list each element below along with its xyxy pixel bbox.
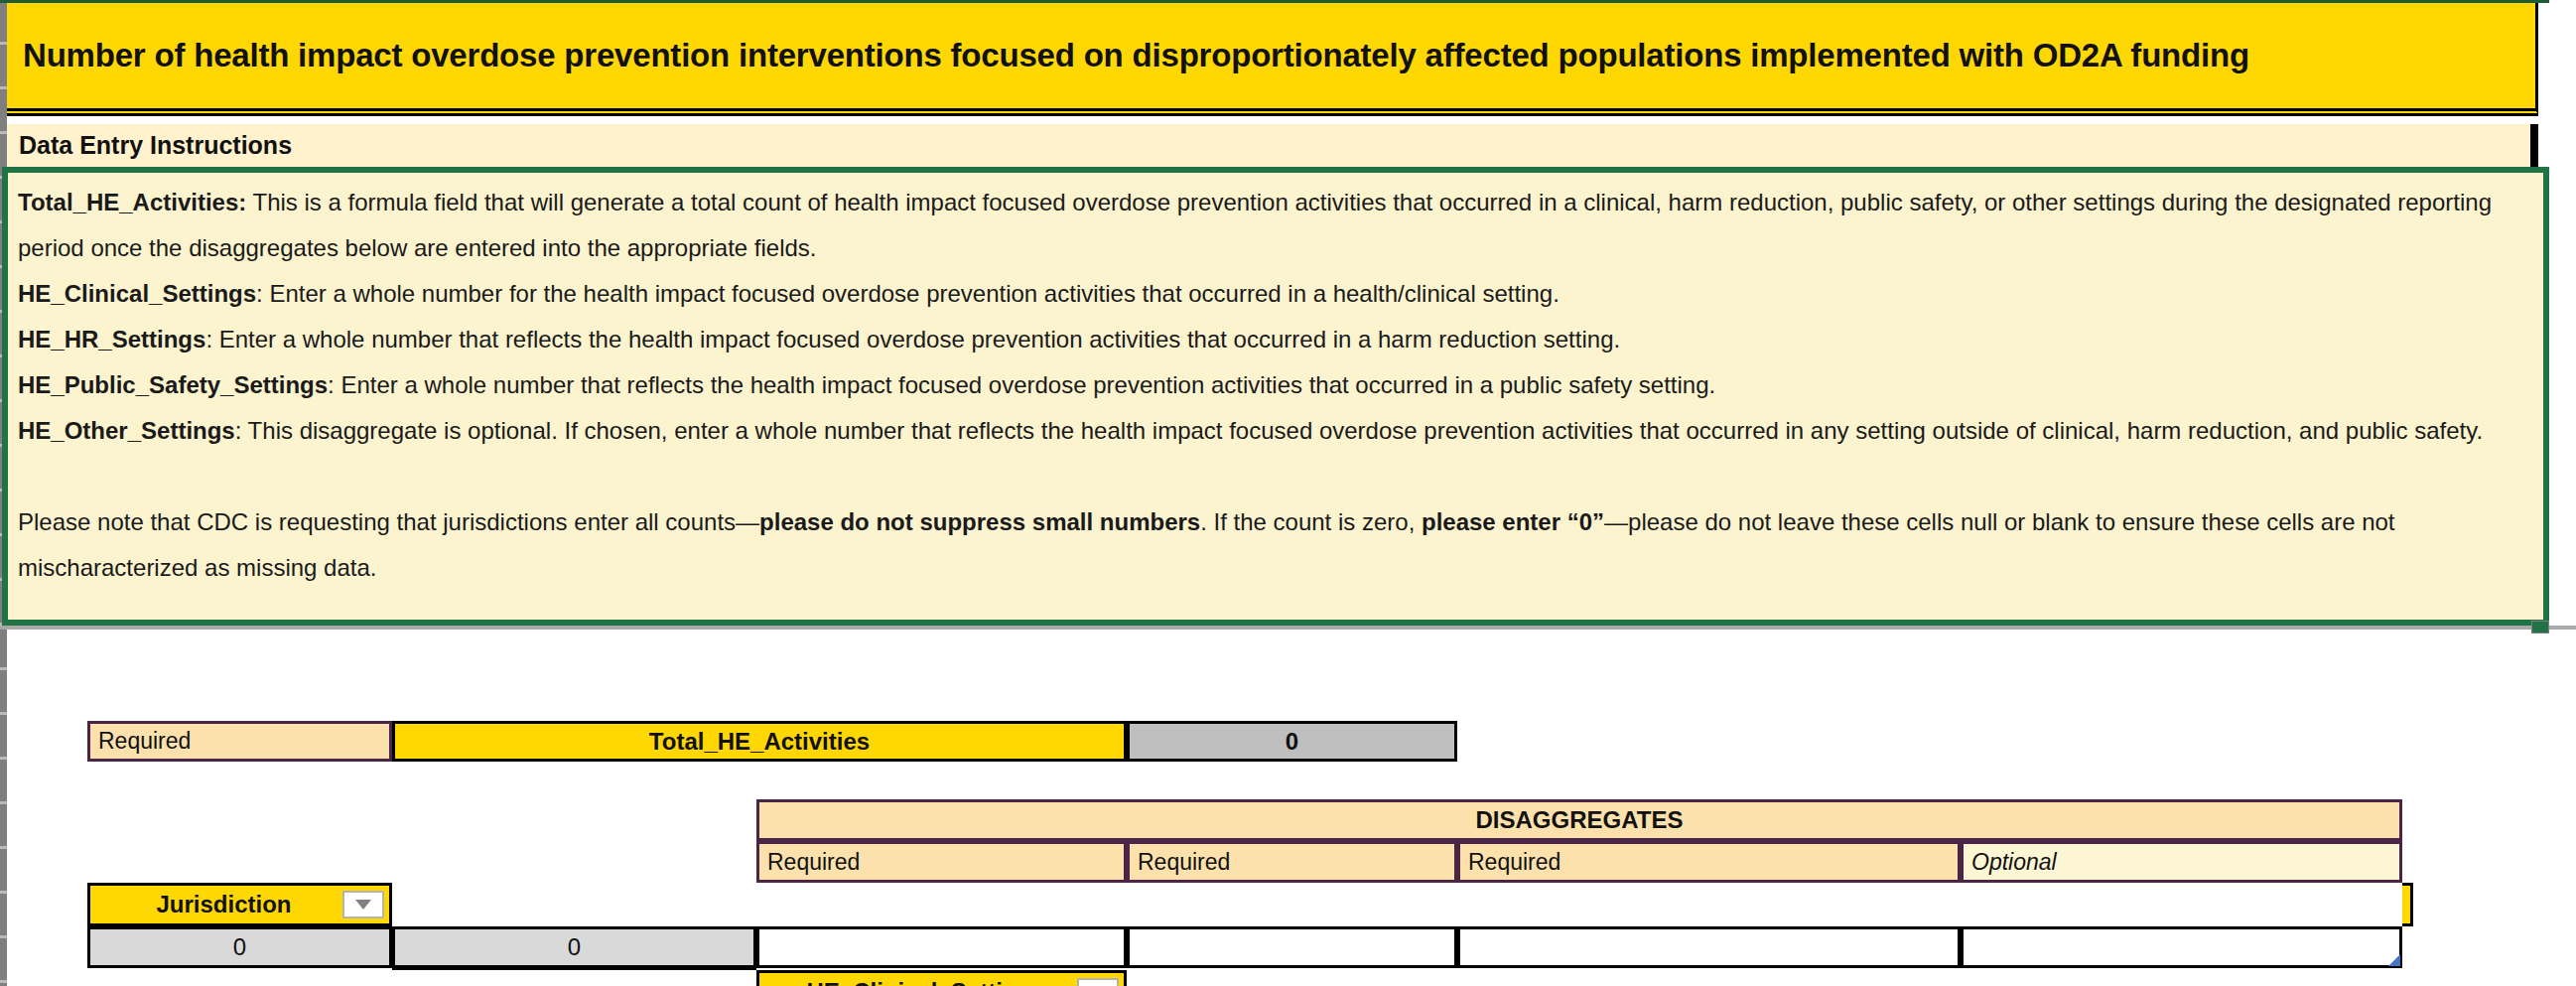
selection-handle	[2531, 621, 2549, 634]
filter-dropdown-button[interactable]	[1077, 978, 1119, 986]
instructions-box: Total_HE_Activities: This is a formula f…	[2, 167, 2549, 626]
instruction-he-public-safety-settings: HE_Public_Safety_Settings: Enter a whole…	[18, 362, 2529, 408]
requirement-cell-public-safety: Required	[1457, 841, 1961, 883]
data-cell-he-hr-settings[interactable]	[1127, 926, 1457, 968]
data-cell-reporting-period[interactable]: 0	[392, 926, 756, 968]
instructions-header-row: Data Entry Instructions	[7, 124, 2538, 167]
fill-handle[interactable]	[2388, 954, 2400, 966]
summary-value-cell[interactable]: 0	[1127, 721, 1457, 762]
disaggregates-band: DISAGGREGATES	[756, 799, 2402, 841]
data-cell-he-public-safety-settings[interactable]	[1457, 926, 1961, 968]
row-divider	[0, 626, 2576, 630]
title-banner: Number of health impact overdose prevent…	[7, 3, 2538, 116]
page-title: Number of health impact overdose prevent…	[23, 29, 2249, 82]
next-column-sliver	[2402, 883, 2413, 926]
instruction-he-other-settings: HE_Other_Settings: This disaggregate is …	[18, 408, 2529, 454]
blank-line	[18, 454, 2529, 499]
column-header-he-clinical-settings[interactable]: HE_Clinical_Settings	[756, 970, 1127, 986]
spreadsheet-view: Number of health impact overdose prevent…	[0, 0, 2576, 986]
summary-requirement-cell: Required	[87, 721, 392, 762]
summary-field-cell: Total_HE_Activities	[392, 721, 1127, 762]
instruction-note: Please note that CDC is requesting that …	[18, 499, 2529, 591]
dropdown-arrow-icon	[355, 900, 371, 910]
instruction-he-hr-settings: HE_HR_Settings: Enter a whole number tha…	[18, 317, 2529, 362]
data-cell-jurisdiction[interactable]: 0	[87, 926, 392, 968]
data-cell-he-other-settings[interactable]	[1961, 926, 2402, 968]
column-header-jurisdiction[interactable]: Jurisdiction	[87, 883, 392, 926]
instruction-he-clinical-settings: HE_Clinical_Settings: Enter a whole numb…	[18, 271, 2529, 317]
instruction-total-he-activities: Total_HE_Activities: This is a formula f…	[18, 180, 2529, 271]
data-cell-he-clinical-settings[interactable]	[756, 926, 1127, 968]
requirement-cell-clinical: Required	[756, 841, 1127, 883]
requirement-cell-hr: Required	[1127, 841, 1457, 883]
filter-dropdown-button[interactable]	[342, 891, 384, 918]
requirement-cell-other: Optional	[1961, 841, 2402, 883]
instructions-header-label: Data Entry Instructions	[19, 131, 292, 160]
